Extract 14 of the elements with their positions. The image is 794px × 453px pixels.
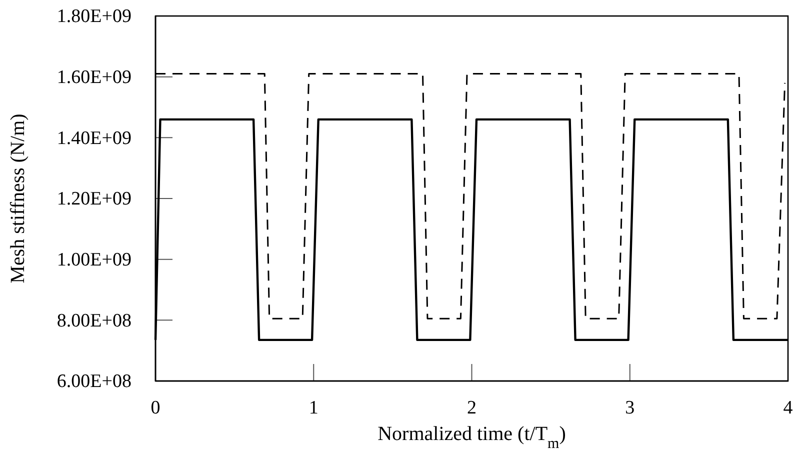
- x-tick-label: 2: [467, 398, 476, 419]
- x-axis-title: Normalized time (t/T$_{m}$): [378, 423, 566, 452]
- y-tick-label: 1.00E+09: [56, 249, 132, 270]
- y-tick-label: 1.20E+09: [56, 188, 132, 210]
- y-tick-label: 8.00E+08: [56, 310, 132, 332]
- y-axis-title: Mesh stiffness (N/m): [7, 114, 29, 284]
- y-tick-label: 1.40E+09: [56, 128, 132, 149]
- x-tick-label: 0: [150, 398, 160, 419]
- x-tick-label: 4: [783, 398, 794, 419]
- y-tick-label: 1.60E+09: [56, 66, 132, 88]
- x-tick-label: 3: [625, 398, 635, 419]
- y-tick-label: 1.80E+09: [56, 6, 132, 28]
- x-tick-label: 1: [308, 398, 318, 419]
- y-tick-label: 6.00E+08: [56, 371, 132, 392]
